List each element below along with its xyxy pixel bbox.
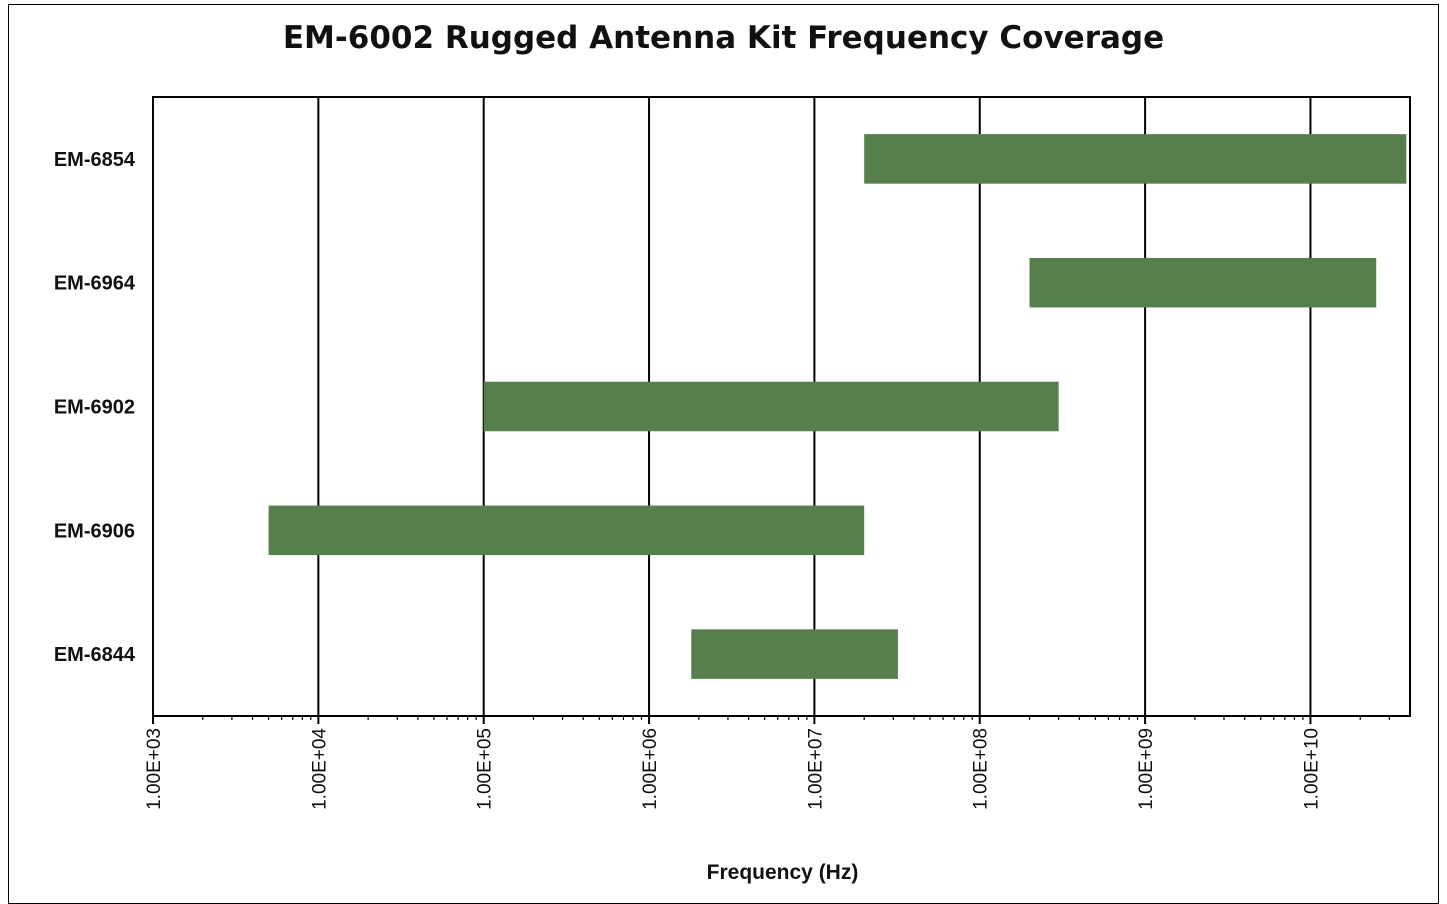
x-tick-label: 1.00E+05	[475, 728, 496, 810]
range-bar-em-6902	[483, 381, 1059, 432]
x-tick-label: 1.00E+10	[1301, 728, 1322, 810]
plot-area-border	[152, 96, 1411, 717]
category-label: EM-6854	[54, 149, 136, 171]
x-axis-title: Frequency (Hz)	[707, 861, 859, 884]
x-tick-label: 1.00E+09	[1136, 728, 1157, 810]
range-bar-em-6906	[268, 505, 865, 556]
range-bar-em-6964	[1029, 257, 1377, 308]
category-label: EM-6906	[54, 520, 135, 542]
x-tick-label: 1.00E+06	[640, 728, 661, 810]
x-axis-ticks: 1.00E+03 1.00E+04 1.00E+05 1.00E+06 1.00E+07…	[144, 716, 1390, 810]
bars-group	[268, 134, 1407, 679]
category-label: EM-6902	[54, 397, 135, 419]
x-tick-label: 1.00E+07	[805, 728, 826, 810]
x-tick-label: 1.00E+08	[971, 728, 992, 810]
category-label: EM-6844	[54, 644, 136, 666]
chart-title: EM-6002 Rugged Antenna Kit Frequency Cov…	[282, 20, 1165, 56]
range-bar-em-6854	[864, 134, 1407, 184]
category-label: EM-6964	[54, 273, 136, 295]
x-tick-label: 1.00E+03	[144, 728, 165, 810]
category-labels: EM-6854 EM-6964 EM-6902 EM-6906 EM-6844	[54, 149, 136, 666]
range-bar-em-6844	[691, 629, 898, 679]
x-tick-label: 1.00E+04	[309, 728, 330, 810]
